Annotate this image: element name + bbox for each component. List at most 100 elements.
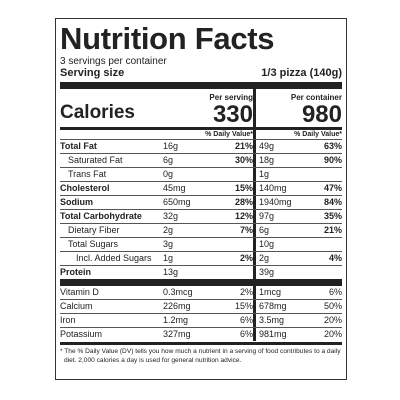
dv-per-serving — [211, 238, 253, 251]
dv-per-container — [297, 168, 342, 181]
amount-per-container: 6g — [253, 224, 297, 237]
amount-per-container: 140mg — [253, 182, 297, 195]
amount-per-container: 2g — [253, 252, 297, 265]
dv-per-container: 50% — [323, 301, 342, 311]
nutrient-name: Total Sugars — [68, 239, 119, 249]
nutrient-row: Vitamin D 0.3mcg 2% 1mcg 6% — [60, 286, 342, 299]
dv-per-serving: 7% — [239, 225, 253, 235]
nutrient-row: Calcium 226mg 15% 678mg 50% — [60, 299, 342, 313]
amount-per-container: 18g — [253, 154, 297, 167]
dv-per-container: 90% — [323, 155, 342, 165]
nutrient-name: Sodium — [60, 197, 93, 207]
dv-per-container: 20% — [323, 315, 342, 325]
nutrient-name: Total Carbohydrate — [60, 211, 142, 221]
dv-per-container: 6% — [328, 287, 342, 297]
amount-per-serving: 2g — [163, 225, 174, 235]
amount-per-serving: 32g — [163, 211, 179, 221]
amount-per-container: 10g — [253, 238, 297, 251]
nutrient-name: Incl. Added Sugars — [76, 253, 152, 263]
nutrient-row: Cholesterol 45mg 15% 140mg 47% — [60, 181, 342, 195]
nutrient-row: Incl. Added Sugars 1g 2% 2g 4% — [60, 251, 342, 265]
dv-per-container: 47% — [323, 183, 342, 193]
nutrient-name: Dietary Fiber — [68, 225, 120, 235]
dv-per-container: 20% — [323, 329, 342, 339]
nutrient-name: Calcium — [60, 301, 93, 311]
amount-per-serving: 0g — [163, 169, 174, 179]
amount-per-serving: 327mg — [163, 329, 191, 339]
dv-per-container — [297, 266, 342, 279]
dv-header: % Daily Value* — [253, 130, 342, 139]
amount-per-serving: 1g — [163, 253, 174, 263]
divider — [60, 127, 342, 130]
dv-per-serving: 12% — [234, 211, 253, 221]
nutrient-row: Sodium 650mg 28% 1940mg 84% — [60, 195, 342, 209]
amount-per-container: 981mg — [253, 328, 297, 341]
serving-size: 1/3 pizza (140g) — [261, 67, 342, 79]
amount-per-serving: 650mg — [163, 197, 191, 207]
title: Nutrition Facts — [60, 21, 275, 56]
nutrient-name: Vitamin D — [60, 287, 99, 297]
calories-label: Calories — [60, 102, 135, 123]
amount-per-container: 1940mg — [253, 196, 297, 209]
dv-header-row: % Daily Value* % Daily Value* — [60, 130, 342, 139]
dv-per-container: 21% — [323, 225, 342, 235]
amount-per-serving: 3g — [163, 239, 174, 249]
dv-per-serving: 15% — [234, 301, 253, 311]
amount-per-serving: 6g — [163, 155, 174, 165]
per-container: Per container 980 — [253, 89, 342, 127]
amount-per-serving: 13g — [163, 267, 179, 277]
amount-per-container: 1g — [253, 168, 297, 181]
amount-per-container: 3.5mg — [253, 314, 297, 327]
servings: 3 servings per container — [60, 56, 167, 67]
dv-per-serving: 2% — [239, 253, 253, 263]
per-container-calories: 980 — [301, 101, 342, 128]
amount-per-container: 1mcg — [253, 286, 297, 299]
dv-per-serving: 6% — [239, 315, 253, 325]
nutrient-name: Total Fat — [60, 141, 97, 151]
nutrient-row: Total Carbohydrate 32g 12% 97g 35% — [60, 209, 342, 223]
serving-size-row: Serving size 1/3 pizza (140g) — [60, 67, 342, 80]
divider — [60, 279, 342, 286]
per-serving: Per serving 330 — [163, 89, 253, 127]
dv-per-serving: 15% — [234, 183, 253, 193]
amount-per-serving: 1.2mg — [163, 315, 189, 325]
nutrient-row: Potassium 327mg 6% 981mg 20% — [60, 327, 342, 341]
nutrient-name: Potassium — [60, 329, 103, 339]
nutrient-name: Iron — [60, 315, 76, 325]
nutrient-row: Iron 1.2mg 6% 3.5mg 20% — [60, 313, 342, 327]
dv-per-container: 35% — [323, 211, 342, 221]
nutrient-table: Total Fat 16g 21% 49g 63% Saturated Fat 6g 30% 1… — [60, 139, 342, 279]
nutrient-row: Protein 13g 39g — [60, 265, 342, 279]
dv-header: % Daily Value* — [205, 131, 253, 138]
dv-per-container — [297, 238, 342, 251]
nutrient-name: Protein — [60, 267, 92, 277]
serving-size-label: Serving size — [60, 67, 125, 79]
nutrient-name: Saturated Fat — [68, 155, 123, 165]
per-container-label: Per container — [290, 93, 342, 102]
dv-per-serving: 30% — [234, 155, 253, 165]
nutrient-row: Saturated Fat 6g 30% 18g 90% — [60, 153, 342, 167]
amount-per-serving: 226mg — [163, 301, 191, 311]
footnote: * The % Daily Value (DV) tells you how m… — [60, 348, 341, 364]
nutrient-row: Trans Fat 0g 1g — [60, 167, 342, 181]
dv-per-serving — [211, 168, 253, 181]
amount-per-container: 97g — [253, 210, 297, 223]
nutrient-row: Total Sugars 3g 10g — [60, 237, 342, 251]
per-serving-calories: 330 — [212, 101, 253, 128]
amount-per-serving: 0.3mcg — [163, 287, 193, 297]
dv-per-serving: 2% — [239, 287, 253, 297]
amount-per-container: 39g — [253, 266, 297, 279]
calories-row: Calories Per serving 330 Per container 9… — [60, 89, 342, 127]
nutrient-name: Trans Fat — [68, 169, 107, 179]
dv-per-serving: 6% — [239, 329, 253, 339]
dv-per-serving: 28% — [234, 197, 253, 207]
divider — [60, 342, 342, 345]
nutrient-row: Total Fat 16g 21% 49g 63% — [60, 139, 342, 153]
amount-per-serving: 45mg — [163, 183, 186, 193]
amount-per-container: 678mg — [253, 300, 297, 313]
dv-per-container: 63% — [323, 141, 342, 151]
per-serving-label: Per serving — [209, 93, 253, 102]
nutrition-label: Nutrition Facts 3 servings per container… — [55, 18, 347, 380]
amount-per-container: 49g — [253, 140, 297, 153]
